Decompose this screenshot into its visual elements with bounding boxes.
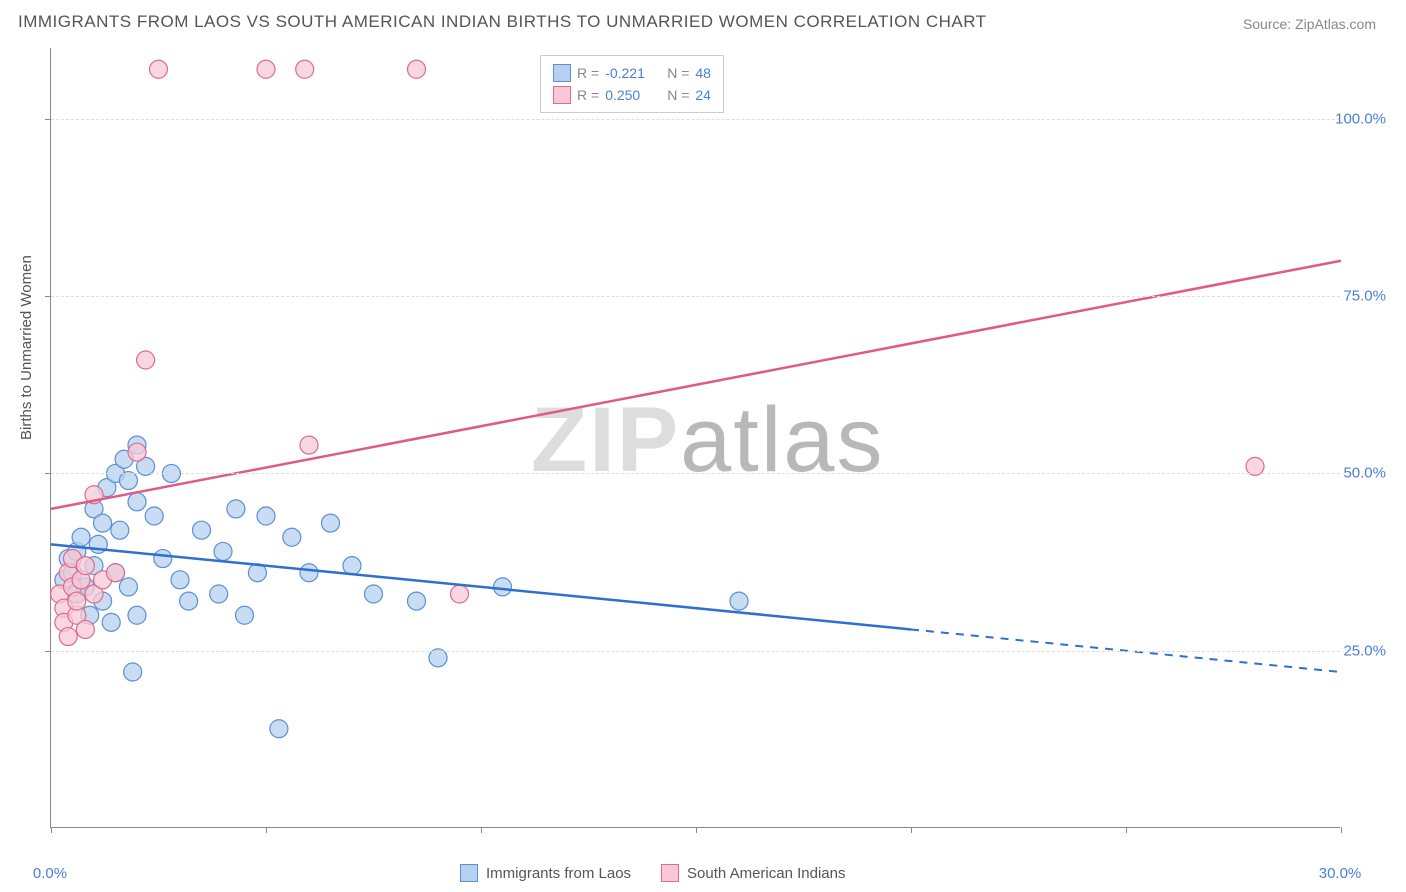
xtick bbox=[481, 827, 482, 833]
data-point-laos bbox=[270, 720, 288, 738]
legend-swatch-laos bbox=[553, 64, 571, 82]
data-point-laos bbox=[408, 592, 426, 610]
n-value-sai: 24 bbox=[695, 84, 711, 106]
xtick bbox=[911, 827, 912, 833]
data-point-sai bbox=[128, 443, 146, 461]
xtick bbox=[1341, 827, 1342, 833]
data-point-laos bbox=[128, 606, 146, 624]
ytick bbox=[45, 651, 51, 652]
ytick-label: 75.0% bbox=[1343, 288, 1386, 305]
data-point-sai bbox=[257, 60, 275, 78]
xtick bbox=[51, 827, 52, 833]
xtick-minor bbox=[696, 827, 697, 833]
legend-swatch-laos bbox=[460, 864, 478, 882]
y-axis-label: Births to Unmarried Women bbox=[18, 255, 35, 440]
ytick bbox=[45, 473, 51, 474]
data-point-laos bbox=[94, 514, 112, 532]
r-value-sai: 0.250 bbox=[605, 84, 661, 106]
data-point-laos bbox=[193, 521, 211, 539]
data-point-laos bbox=[257, 507, 275, 525]
chart-title: IMMIGRANTS FROM LAOS VS SOUTH AMERICAN I… bbox=[18, 12, 987, 32]
data-point-laos bbox=[171, 571, 189, 589]
data-point-laos bbox=[102, 613, 120, 631]
legend-label-sai: South American Indians bbox=[687, 865, 845, 882]
data-point-sai bbox=[300, 436, 318, 454]
r-value-laos: -0.221 bbox=[605, 62, 661, 84]
data-point-laos bbox=[210, 585, 228, 603]
r-label: R = bbox=[577, 62, 599, 84]
data-point-sai bbox=[451, 585, 469, 603]
data-point-laos bbox=[180, 592, 198, 610]
data-point-laos bbox=[300, 564, 318, 582]
data-point-sai bbox=[68, 592, 86, 610]
r-label: R = bbox=[577, 84, 599, 106]
n-label: N = bbox=[667, 62, 689, 84]
data-point-laos bbox=[72, 528, 90, 546]
xtick-minor bbox=[1126, 827, 1127, 833]
xtick-label: 0.0% bbox=[33, 865, 67, 882]
data-point-laos bbox=[343, 557, 361, 575]
ytick-label: 50.0% bbox=[1343, 465, 1386, 482]
legend-row-laos: R = -0.221 N = 48 bbox=[553, 62, 711, 84]
data-point-laos bbox=[111, 521, 129, 539]
legend-correlation-box: R = -0.221 N = 48 R = 0.250 N = 24 bbox=[540, 55, 724, 113]
legend-swatch-sai bbox=[661, 864, 679, 882]
data-point-laos bbox=[145, 507, 163, 525]
data-point-laos bbox=[227, 500, 245, 518]
data-point-laos bbox=[365, 585, 383, 603]
ytick-label: 100.0% bbox=[1335, 110, 1386, 127]
data-point-laos bbox=[494, 578, 512, 596]
legend-swatch-sai bbox=[553, 86, 571, 104]
data-point-sai bbox=[296, 60, 314, 78]
legend-item-sai: South American Indians bbox=[661, 864, 845, 882]
data-point-laos bbox=[154, 550, 172, 568]
trend-line-sai bbox=[51, 261, 1341, 509]
data-point-sai bbox=[76, 557, 94, 575]
gridline-h bbox=[51, 651, 1340, 652]
source-label: Source: ZipAtlas.com bbox=[1243, 16, 1376, 32]
data-point-laos bbox=[236, 606, 254, 624]
data-point-sai bbox=[59, 628, 77, 646]
legend-label-laos: Immigrants from Laos bbox=[486, 865, 631, 882]
legend-row-sai: R = 0.250 N = 24 bbox=[553, 84, 711, 106]
xtick-label: 30.0% bbox=[1319, 865, 1362, 882]
n-label: N = bbox=[667, 84, 689, 106]
data-point-laos bbox=[119, 578, 137, 596]
data-point-sai bbox=[107, 564, 125, 582]
ytick bbox=[45, 119, 51, 120]
data-point-sai bbox=[408, 60, 426, 78]
plot-area: ZIPatlas bbox=[50, 48, 1340, 828]
legend-series: Immigrants from Laos South American India… bbox=[460, 864, 845, 882]
data-point-laos bbox=[283, 528, 301, 546]
data-point-laos bbox=[128, 493, 146, 511]
ytick bbox=[45, 296, 51, 297]
data-point-laos bbox=[322, 514, 340, 532]
gridline-h bbox=[51, 119, 1340, 120]
data-point-laos bbox=[730, 592, 748, 610]
legend-item-laos: Immigrants from Laos bbox=[460, 864, 631, 882]
data-point-sai bbox=[76, 620, 94, 638]
data-point-laos bbox=[214, 542, 232, 560]
data-point-sai bbox=[150, 60, 168, 78]
n-value-laos: 48 bbox=[695, 62, 711, 84]
data-point-sai bbox=[137, 351, 155, 369]
gridline-h bbox=[51, 296, 1340, 297]
data-point-laos bbox=[124, 663, 142, 681]
ytick-label: 25.0% bbox=[1343, 642, 1386, 659]
gridline-h bbox=[51, 473, 1340, 474]
chart-container: IMMIGRANTS FROM LAOS VS SOUTH AMERICAN I… bbox=[0, 0, 1406, 892]
xtick-minor bbox=[266, 827, 267, 833]
chart-svg bbox=[51, 48, 1340, 827]
